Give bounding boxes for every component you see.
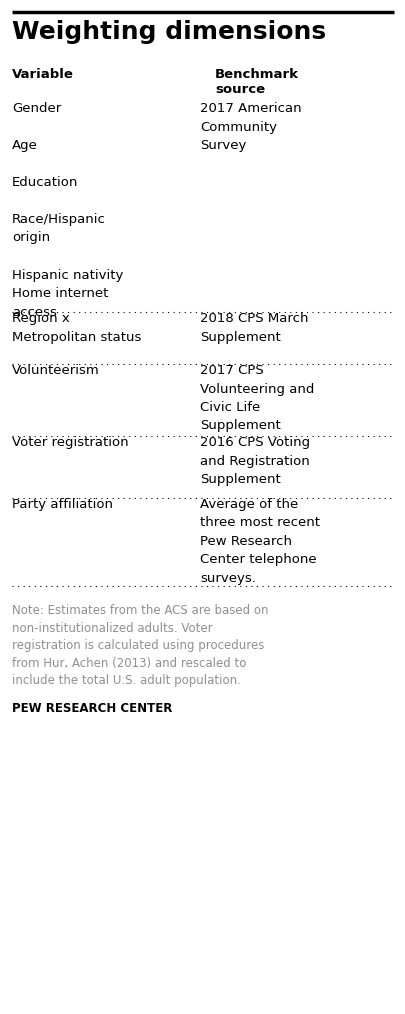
Text: Average of the
three most recent
Pew Research
Center telephone
surveys.: Average of the three most recent Pew Res… bbox=[200, 498, 319, 585]
Text: Weighting dimensions: Weighting dimensions bbox=[12, 20, 325, 44]
Text: 2018 CPS March
Supplement: 2018 CPS March Supplement bbox=[200, 312, 308, 344]
Text: Benchmark
source: Benchmark source bbox=[215, 68, 298, 96]
Text: Note: Estimates from the ACS are based on
non-institutionalized adults. Voter
re: Note: Estimates from the ACS are based o… bbox=[12, 604, 268, 687]
Text: Voter registration: Voter registration bbox=[12, 436, 128, 449]
Text: Volunteerism: Volunteerism bbox=[12, 364, 100, 377]
Text: PEW RESEARCH CENTER: PEW RESEARCH CENTER bbox=[12, 702, 172, 715]
Text: 2017 American
Community
Survey: 2017 American Community Survey bbox=[200, 102, 301, 152]
Text: 2016 CPS Voting
and Registration
Supplement: 2016 CPS Voting and Registration Supplem… bbox=[200, 436, 309, 486]
Text: Variable: Variable bbox=[12, 68, 74, 81]
Text: Party affiliation: Party affiliation bbox=[12, 498, 113, 511]
Text: 2017 CPS
Volunteering and
Civic Life
Supplement: 2017 CPS Volunteering and Civic Life Sup… bbox=[200, 364, 313, 433]
Text: Region x
Metropolitan status: Region x Metropolitan status bbox=[12, 312, 141, 344]
Text: Gender

Age

Education

Race/Hispanic
origin

Hispanic nativity
Home internet
ac: Gender Age Education Race/Hispanic origi… bbox=[12, 102, 123, 318]
